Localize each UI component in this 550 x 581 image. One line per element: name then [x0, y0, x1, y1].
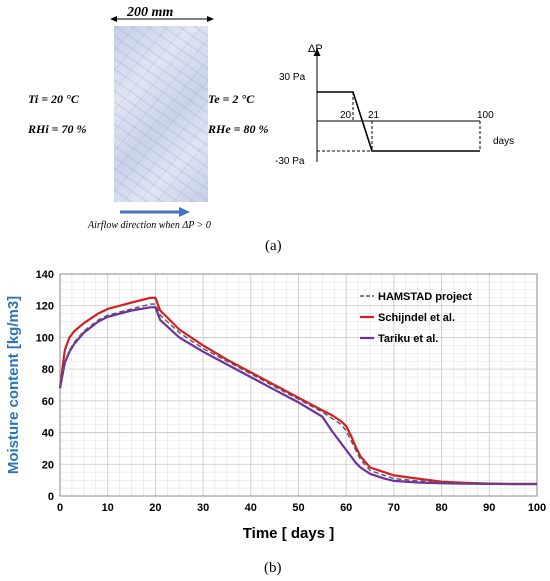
x-tick-label: 50 — [292, 502, 304, 514]
pressure-y-top-label: 30 Pa — [279, 72, 306, 83]
legend-label: Tariku et al. — [378, 333, 438, 345]
x-tick-label: 30 — [197, 502, 209, 514]
exterior-temperature-label: Te = 2 °C — [208, 92, 255, 106]
pressure-y-axis-arrowhead — [313, 48, 321, 56]
x-tick-label: 100 — [528, 502, 546, 514]
caption-b: (b) — [264, 560, 282, 576]
y-tick-label: 140 — [36, 269, 54, 281]
x-tick-label: 70 — [388, 502, 400, 514]
moisture-content-chart: 0 10 20 30 40 50 60 70 80 90 100 0 20 40 60 80 100 120 140… — [5, 269, 546, 542]
x-tick-label: 90 — [483, 502, 495, 514]
x-tick-label: 80 — [435, 502, 447, 514]
series-line-hamstad-project — [59, 303, 538, 485]
y-tick-label: 120 — [36, 301, 54, 313]
x-tick-label: 60 — [340, 502, 352, 514]
pressure-schedule-line — [317, 91, 480, 152]
pressure-tick-100: 100 — [477, 110, 494, 121]
pressure-tick-20: 20 — [340, 110, 352, 121]
y-axis-label: Moisture content [kg/m3] — [5, 296, 22, 474]
x-tick-label: 40 — [245, 502, 257, 514]
wall-material-image — [114, 26, 208, 202]
x-tick-label: 10 — [102, 502, 114, 514]
pressure-y-bottom-label: -30 Pa — [275, 156, 305, 167]
interior-temperature-label: Ti = 20 °C — [28, 92, 79, 106]
y-tick-label: 60 — [42, 396, 54, 408]
exterior-humidity-label: RHe = 80 % — [208, 122, 269, 136]
airflow-arrow — [120, 207, 190, 217]
airflow-direction-label: Airflow direction when ΔP > 0 — [88, 220, 211, 231]
pressure-tick-21: 21 — [368, 110, 380, 121]
series-line-schijndel-et-al — [58, 296, 537, 485]
pressure-schedule-chart: ΔP 30 Pa -30 Pa 20 21 100 days — [275, 43, 514, 167]
y-tick-label: 0 — [48, 491, 54, 503]
thickness-label: 200 mm — [127, 5, 174, 20]
y-tick-label: 100 — [36, 332, 54, 344]
caption-a: (a) — [265, 238, 282, 254]
x-tick-label: 0 — [57, 502, 63, 514]
pressure-y-label: ΔP — [308, 43, 323, 55]
interior-humidity-label: RHi = 70 % — [28, 122, 87, 136]
series-line-tariku-et-al — [58, 306, 537, 486]
pressure-x-label: days — [493, 136, 514, 147]
y-tick-label: 80 — [42, 364, 54, 376]
thickness-dimension-arrow — [110, 16, 214, 22]
legend-label: HAMSTAD project — [378, 291, 472, 303]
x-tick-label: 20 — [149, 502, 161, 514]
y-tick-label: 20 — [42, 459, 54, 471]
x-axis-label: Time [ days ] — [243, 525, 334, 542]
y-tick-label: 40 — [42, 428, 54, 440]
legend-label: Schijndel et al. — [378, 312, 455, 324]
